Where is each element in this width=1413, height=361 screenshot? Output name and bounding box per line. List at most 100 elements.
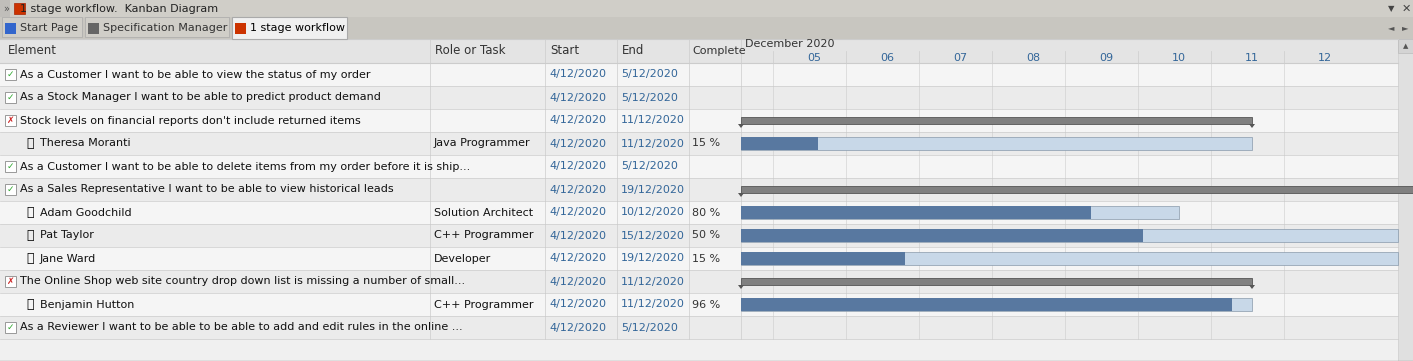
Bar [6, 322, 16, 333]
Bar [740, 270, 1397, 293]
Bar [740, 186, 1413, 193]
Bar [6, 276, 16, 287]
Bar [740, 206, 1178, 219]
Text: 4/12/2020: 4/12/2020 [550, 70, 606, 79]
Bar [0, 178, 1397, 201]
Bar [0, 132, 1397, 155]
Text: 10/12/2020: 10/12/2020 [620, 208, 685, 217]
Bar [0, 155, 1397, 178]
Text: Solution Architect: Solution Architect [434, 208, 533, 217]
Bar [740, 63, 1397, 86]
Text: ✕: ✕ [1402, 4, 1410, 13]
Text: 5/12/2020: 5/12/2020 [620, 161, 678, 171]
Text: C++ Programmer: C++ Programmer [434, 231, 534, 240]
Text: 12: 12 [1318, 53, 1332, 63]
Polygon shape [738, 285, 745, 289]
Text: Start: Start [550, 44, 579, 57]
Text: ✗: ✗ [7, 277, 14, 286]
Text: As a Customer I want to be able to view the status of my order: As a Customer I want to be able to view … [20, 70, 370, 79]
Text: December 2020: December 2020 [745, 39, 835, 49]
Text: 80 %: 80 % [692, 208, 721, 217]
Bar [0, 17, 1413, 39]
Bar [0, 0, 1413, 17]
Text: 🏃: 🏃 [27, 137, 34, 150]
Polygon shape [1249, 285, 1255, 289]
Bar [0, 201, 1397, 224]
Polygon shape [738, 124, 745, 128]
Text: End: End [622, 44, 644, 57]
Text: 🏃: 🏃 [27, 229, 34, 242]
Text: As a Stock Manager I want to be able to predict product demand: As a Stock Manager I want to be able to … [20, 92, 382, 103]
Text: Java Programmer: Java Programmer [434, 139, 531, 148]
Bar [0, 270, 1397, 293]
Text: Jane Ward: Jane Ward [40, 253, 96, 264]
Bar [740, 206, 1091, 219]
Text: 4/12/2020: 4/12/2020 [550, 92, 606, 103]
Bar [0, 63, 1397, 86]
Bar [740, 155, 1397, 178]
Text: 4/12/2020: 4/12/2020 [550, 184, 606, 195]
Bar [235, 23, 246, 34]
Bar [740, 278, 1252, 285]
Bar [740, 132, 1397, 155]
Bar [0, 39, 1397, 63]
Bar [740, 252, 906, 265]
Bar [6, 184, 16, 195]
Text: 06: 06 [880, 53, 894, 63]
Text: ▼: ▼ [1388, 4, 1395, 13]
Bar [740, 298, 1232, 311]
Text: 4/12/2020: 4/12/2020 [550, 116, 606, 126]
Text: 08: 08 [1026, 53, 1040, 63]
Bar [740, 201, 1397, 224]
Polygon shape [1249, 124, 1255, 128]
Bar [0, 39, 1413, 361]
Bar [85, 17, 229, 37]
Bar [740, 109, 1397, 132]
Text: Stock levels on financial reports don't include returned items: Stock levels on financial reports don't … [20, 116, 360, 126]
Bar [88, 23, 99, 34]
Text: ✗: ✗ [7, 116, 14, 125]
Text: 5/12/2020: 5/12/2020 [620, 70, 678, 79]
Bar [740, 39, 1397, 63]
Text: 4/12/2020: 4/12/2020 [550, 231, 606, 240]
Bar [740, 117, 1252, 124]
Bar [1397, 39, 1413, 361]
Text: ◄: ◄ [1388, 23, 1395, 32]
Text: As a Reviewer I want to be able to be able to add and edit rules in the online .: As a Reviewer I want to be able to be ab… [20, 322, 462, 332]
Text: ►: ► [1402, 23, 1409, 32]
Bar [232, 17, 346, 39]
Text: »: » [3, 4, 8, 13]
Text: 1 stage workflow.  Kanban Diagram: 1 stage workflow. Kanban Diagram [20, 4, 218, 13]
Text: 1 stage workflow: 1 stage workflow [250, 23, 345, 33]
Text: Start Page: Start Page [20, 23, 78, 33]
Text: 🏃: 🏃 [27, 206, 34, 219]
Text: The Online Shop web site country drop down list is missing a number of small...: The Online Shop web site country drop do… [20, 277, 465, 287]
Bar [740, 316, 1397, 339]
Text: ✓: ✓ [7, 162, 14, 171]
Text: 07: 07 [952, 53, 966, 63]
Text: 96 %: 96 % [692, 300, 721, 309]
Text: Element: Element [8, 44, 57, 57]
Text: 4/12/2020: 4/12/2020 [550, 161, 606, 171]
Text: 4/12/2020: 4/12/2020 [550, 277, 606, 287]
Text: 11/12/2020: 11/12/2020 [620, 300, 685, 309]
Text: Complete: Complete [692, 46, 746, 56]
Bar [740, 298, 1252, 311]
Text: 4/12/2020: 4/12/2020 [550, 253, 606, 264]
Bar [0, 293, 1397, 316]
Bar [740, 247, 1397, 270]
Text: Developer: Developer [434, 253, 492, 264]
Text: 10: 10 [1171, 53, 1186, 63]
Text: 15/12/2020: 15/12/2020 [620, 231, 685, 240]
Polygon shape [738, 193, 745, 197]
Text: 19/12/2020: 19/12/2020 [620, 253, 685, 264]
Bar [0, 0, 10, 17]
Text: 5/12/2020: 5/12/2020 [620, 92, 678, 103]
Text: 11: 11 [1245, 53, 1259, 63]
Text: 5/12/2020: 5/12/2020 [620, 322, 678, 332]
Text: 4/12/2020: 4/12/2020 [550, 322, 606, 332]
Text: 05: 05 [807, 53, 821, 63]
Text: C++ Programmer: C++ Programmer [434, 300, 534, 309]
Text: As a Sales Representative I want to be able to view historical leads: As a Sales Representative I want to be a… [20, 184, 394, 195]
Text: Pat Taylor: Pat Taylor [40, 231, 93, 240]
